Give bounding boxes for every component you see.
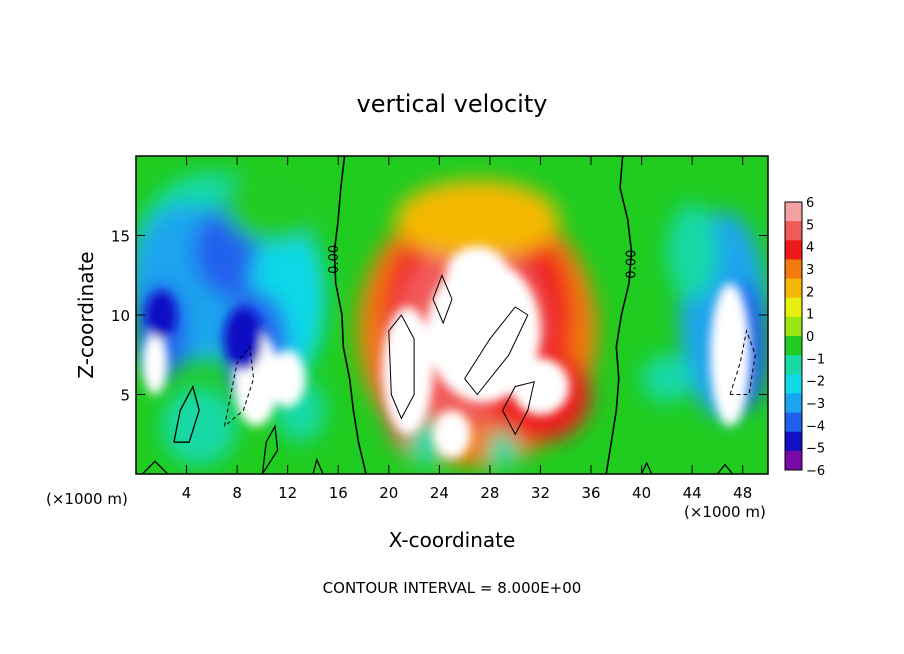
colorbar-swatch <box>785 316 802 337</box>
colorbar-label: −4 <box>806 419 825 434</box>
colorbar-label: 4 <box>806 241 814 256</box>
downdraft-core <box>142 330 168 395</box>
colorbar-swatch <box>785 297 802 318</box>
colorbar-label: 0 <box>806 330 814 345</box>
updraft-core <box>511 357 570 416</box>
x-tick-label: 4 <box>182 484 192 502</box>
x-unit-label-left: (×1000 m) <box>46 490 128 508</box>
x-tick-label: 8 <box>232 484 242 502</box>
zero-contour-line <box>173 384 200 443</box>
colorbar-swatch <box>785 393 802 414</box>
x-tick-label: 16 <box>329 484 348 502</box>
x-tick-label: 44 <box>683 484 702 502</box>
contour-label: 0.00 <box>624 250 639 279</box>
colorbar-label: −3 <box>806 397 825 412</box>
zero-contour-line <box>333 156 367 474</box>
colorbar-swatch <box>785 431 802 452</box>
y-axis: 5 10 15 <box>111 228 768 405</box>
colorbar-label: 2 <box>806 285 814 300</box>
x-tick-label: 12 <box>278 484 297 502</box>
x-tick-label: 28 <box>480 484 499 502</box>
contour-interval-note: CONTOUR INTERVAL = 8.000E+00 <box>323 579 582 597</box>
x-tick-label: 20 <box>379 484 398 502</box>
contour-label: 0.00 <box>327 245 342 274</box>
colorbar-swatch <box>785 450 802 471</box>
colorbar-swatch <box>785 412 802 433</box>
colorbar-swatch <box>785 221 802 241</box>
colorbar-swatch <box>785 374 802 394</box>
x-tick-label: 40 <box>632 484 651 502</box>
x-axis: 4 8 12 16 20 24 28 32 36 40 44 48 <box>182 156 752 502</box>
x-axis-label: X-coordinate <box>389 528 516 552</box>
colorbar-swatch <box>785 336 802 356</box>
plot-field <box>136 156 768 474</box>
zero-contour-line <box>502 381 535 436</box>
x-tick-label: 36 <box>581 484 600 502</box>
downdraft-region <box>487 431 518 470</box>
x-unit-label-right: (×1000 m) <box>684 503 766 521</box>
colorbar-swatch <box>785 355 802 375</box>
zero-contour-line <box>141 460 169 474</box>
downdraft-region <box>161 386 238 467</box>
downdraft-core <box>709 283 751 427</box>
x-tick-label: 24 <box>430 484 449 502</box>
updraft-region <box>395 179 560 260</box>
zero-contour-line <box>716 463 734 474</box>
y-tick-label: 10 <box>111 307 130 325</box>
colorbar-frame <box>784 201 803 471</box>
x-tick-label: 32 <box>531 484 550 502</box>
colorbar: 6 5 4 3 2 1 0 −1 −2 −3 −4 −5 −6 <box>784 196 825 479</box>
colorbar-swatch <box>785 240 802 260</box>
zero-contour-line <box>729 329 756 395</box>
downdraft-core <box>224 307 263 371</box>
zero-contour-line <box>312 457 324 474</box>
zero-contour-line <box>464 306 529 396</box>
downdraft-region <box>641 354 693 403</box>
downdraft-core <box>146 291 177 339</box>
zero-contour-line <box>641 461 653 474</box>
zero-contour-line <box>261 424 279 474</box>
colorbar-label: 1 <box>806 308 814 323</box>
colorbar-label: −1 <box>806 352 825 367</box>
downdraft-core <box>269 349 306 408</box>
colorbar-label: 5 <box>806 218 814 233</box>
colorbar-swatch <box>785 259 802 280</box>
y-axis-label: Z-coordinate <box>74 251 98 378</box>
colorbar-label: −2 <box>806 375 825 390</box>
zero-contour-line <box>605 156 633 474</box>
zero-contour-line <box>388 314 415 420</box>
chart-title: vertical velocity <box>357 90 548 118</box>
downdraft-region <box>224 163 326 244</box>
colorbar-swatch <box>785 278 802 299</box>
updraft-core <box>445 246 509 304</box>
colorbar-swatch <box>785 202 802 222</box>
colorbar-label: −5 <box>806 442 825 457</box>
y-tick-label: 15 <box>111 228 130 246</box>
colorbar-label: 6 <box>806 196 814 211</box>
zero-contour-line <box>224 345 255 427</box>
colorbar-label: 3 <box>806 263 814 278</box>
updraft-core <box>433 410 471 459</box>
zero-contour-line <box>432 273 453 325</box>
colorbar-label: −6 <box>806 464 825 479</box>
y-tick-label: 5 <box>120 387 130 405</box>
downdraft-region <box>666 203 718 300</box>
x-tick-label: 48 <box>733 484 752 502</box>
